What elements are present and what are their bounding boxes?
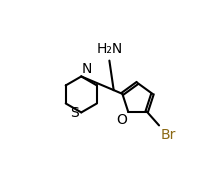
Text: H₂N: H₂N (96, 42, 123, 56)
Text: N: N (82, 62, 92, 76)
Text: Br: Br (160, 128, 176, 142)
Text: S: S (70, 106, 79, 120)
Text: O: O (116, 113, 127, 127)
